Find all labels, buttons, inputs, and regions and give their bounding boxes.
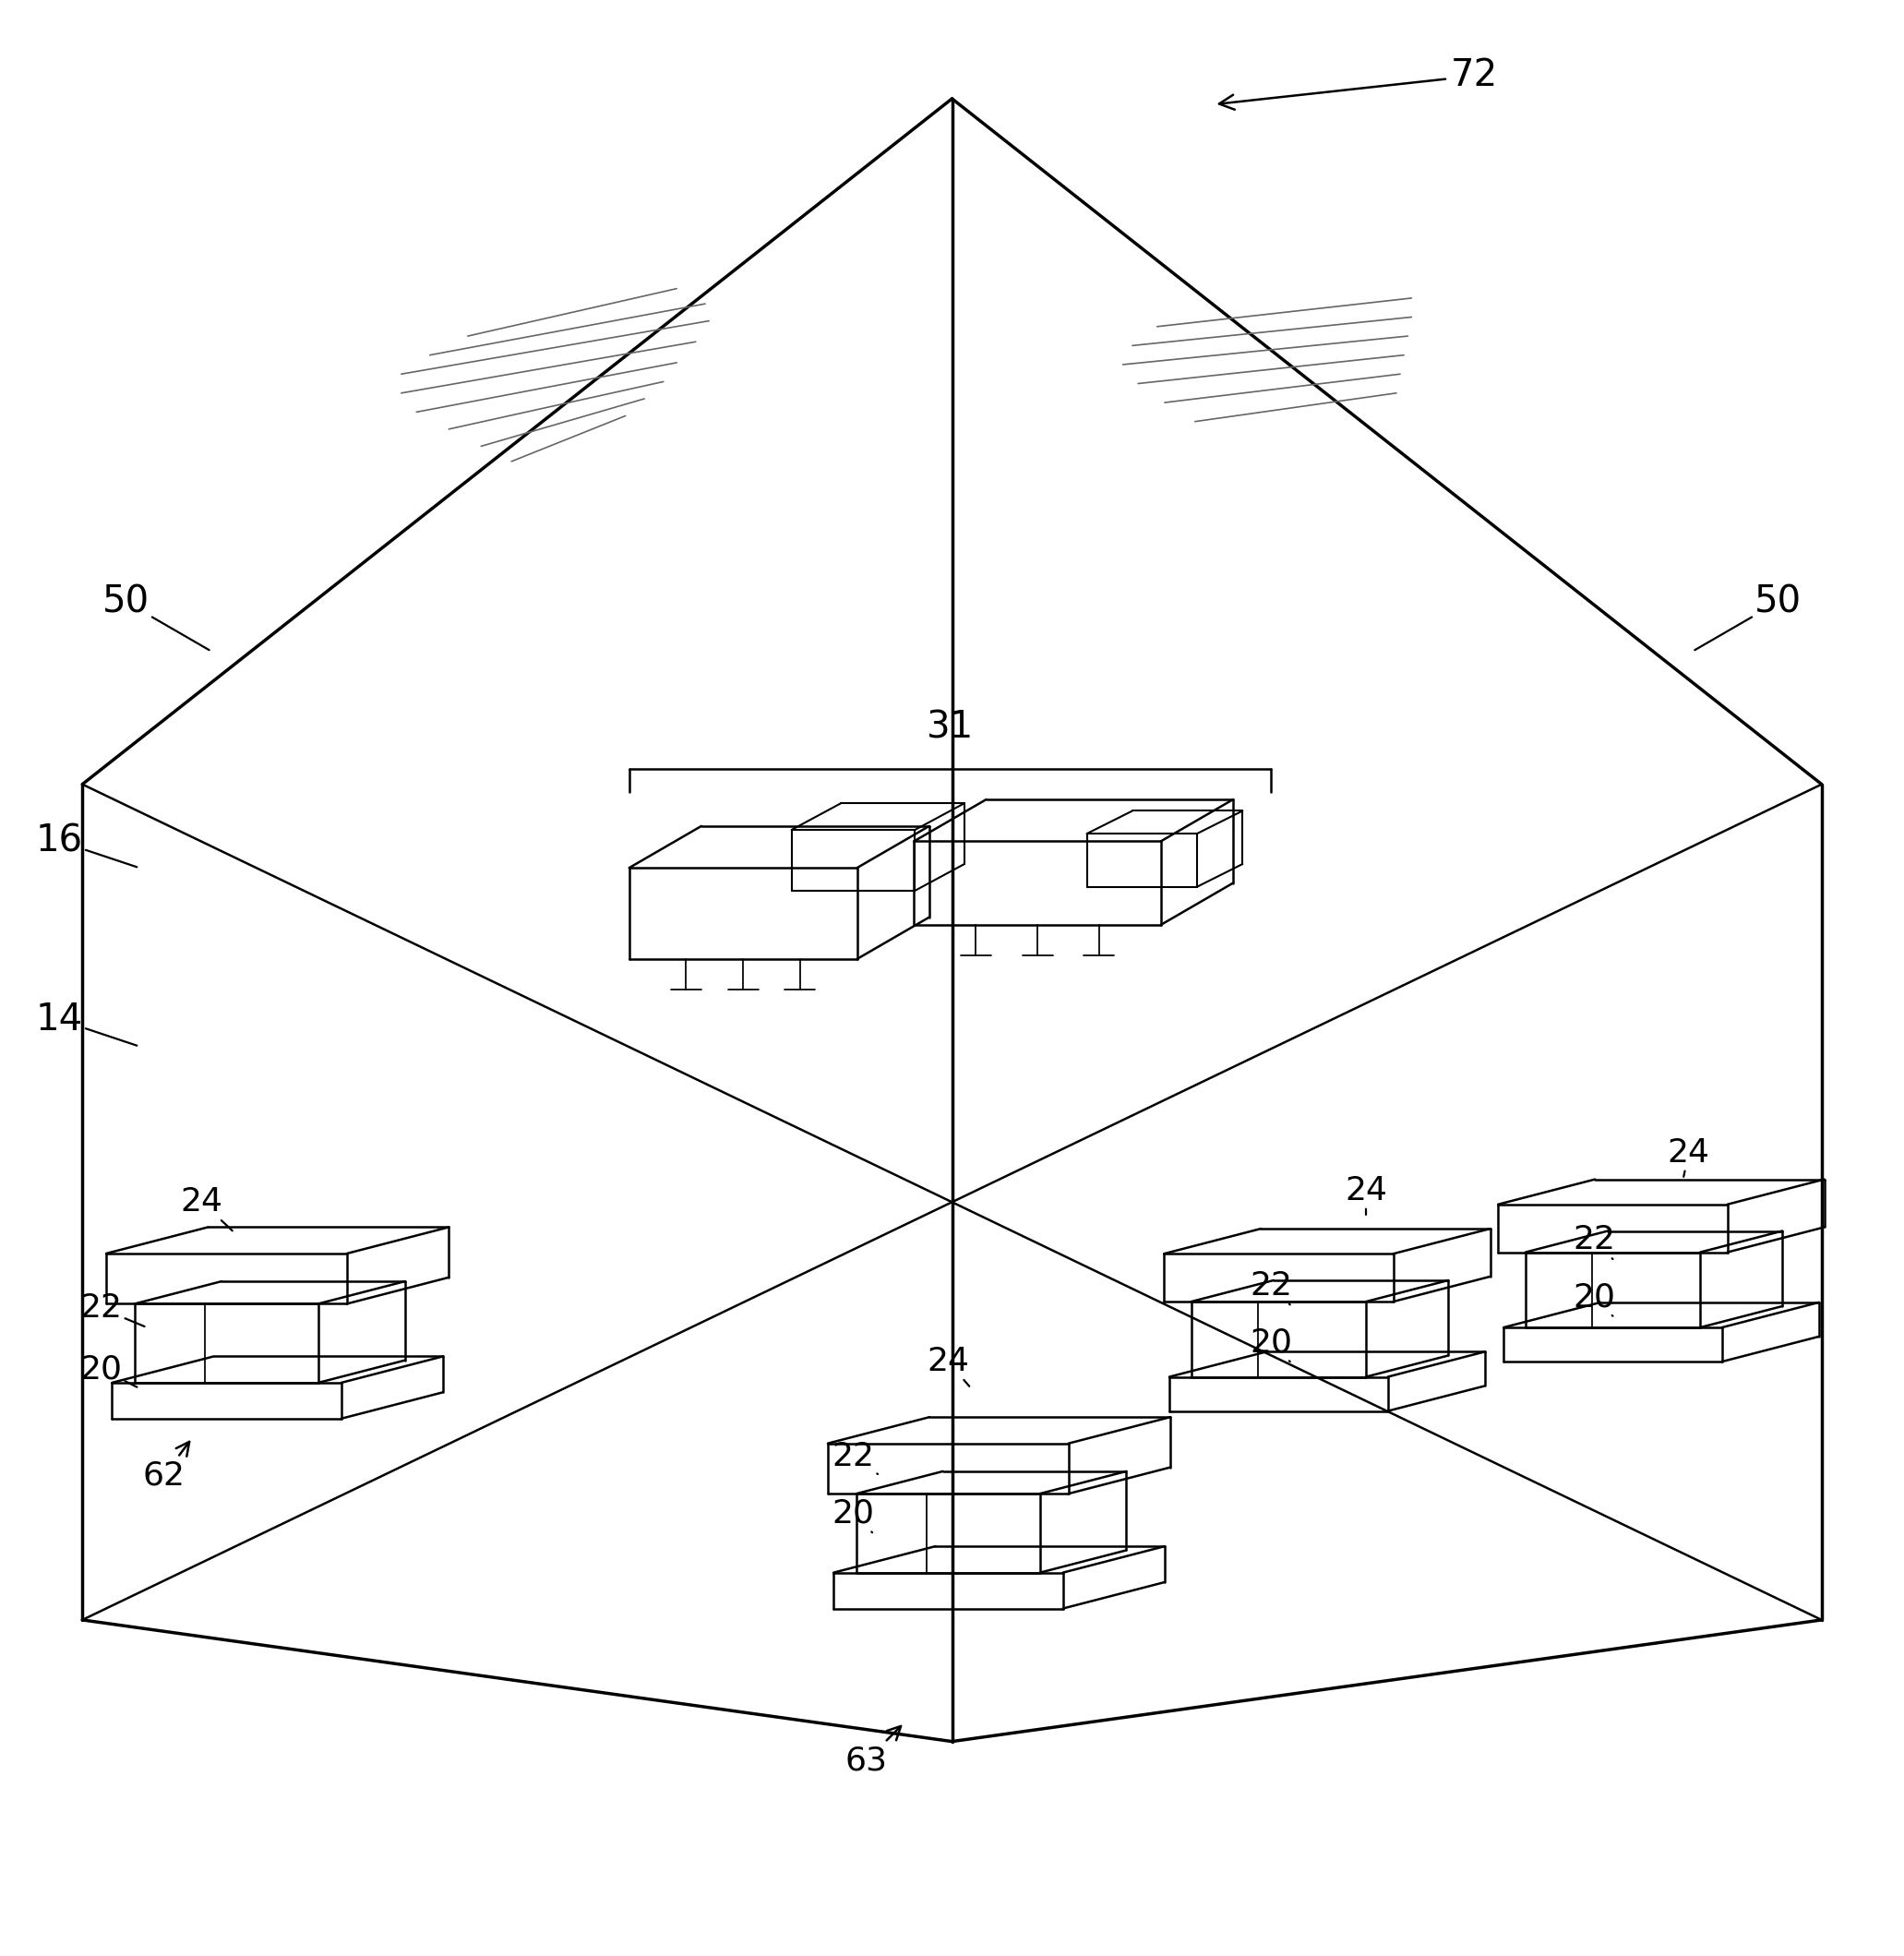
Text: 14: 14	[36, 1001, 137, 1046]
Text: 24: 24	[927, 1346, 969, 1387]
Text: 31: 31	[927, 710, 973, 747]
Text: 63: 63	[845, 1725, 901, 1776]
Text: 24: 24	[1344, 1176, 1388, 1215]
Text: 22: 22	[832, 1442, 878, 1475]
Text: 20: 20	[80, 1354, 137, 1387]
Text: 22: 22	[80, 1293, 145, 1326]
Text: 24: 24	[1668, 1136, 1710, 1178]
Text: 22: 22	[1249, 1269, 1293, 1305]
Text: 20: 20	[832, 1498, 874, 1534]
Text: 72: 72	[1219, 57, 1498, 110]
Text: 20: 20	[1249, 1326, 1293, 1361]
Text: 20: 20	[1573, 1281, 1615, 1316]
Text: 62: 62	[143, 1442, 188, 1490]
Text: 22: 22	[1573, 1224, 1615, 1260]
Text: 50: 50	[1695, 583, 1801, 649]
Text: 50: 50	[103, 583, 209, 649]
Text: 24: 24	[181, 1187, 232, 1230]
Text: 16: 16	[36, 823, 137, 867]
